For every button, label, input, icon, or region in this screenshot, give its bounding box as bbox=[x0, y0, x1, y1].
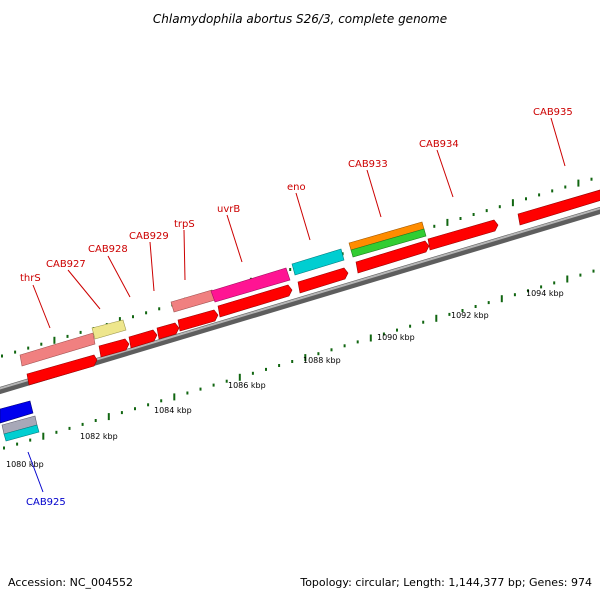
cds-arrow-eno[interactable] bbox=[297, 267, 349, 294]
scale-label-1082: 1082 kbp bbox=[80, 432, 118, 441]
feature-block-green[interactable] bbox=[350, 228, 427, 258]
gene-label-thrs[interactable]: thrS bbox=[20, 273, 41, 284]
cds-arrow-cab927[interactable] bbox=[98, 338, 130, 358]
gene-label-eno[interactable]: eno bbox=[287, 182, 306, 193]
feature-block-cyan-small[interactable] bbox=[3, 424, 40, 442]
cds-arrow-cab929[interactable] bbox=[156, 322, 180, 340]
feature-block-cyan-eno[interactable] bbox=[291, 248, 345, 276]
gene-label-uvrb[interactable]: uvrB bbox=[217, 204, 240, 215]
scale-label-1080: 1080 kbp bbox=[6, 460, 44, 469]
leader-line-cab928 bbox=[107, 255, 131, 298]
cds-arrow-cab933[interactable] bbox=[355, 240, 430, 274]
leader-line-eno bbox=[295, 192, 311, 241]
feature-block-khaki[interactable] bbox=[91, 319, 127, 340]
cds-arrow-cab928[interactable] bbox=[128, 329, 158, 349]
scale-label-1084: 1084 kbp bbox=[154, 406, 192, 415]
leader-line-cab934 bbox=[436, 149, 454, 198]
gene-label-cab934[interactable]: CAB934 bbox=[419, 139, 459, 150]
feature-block-blue[interactable] bbox=[0, 400, 34, 424]
gene-labels: thrS CAB927 CAB928 CAB929 trpS uvrB eno … bbox=[20, 107, 573, 508]
cds-arrow-thrs[interactable] bbox=[26, 354, 98, 386]
gene-label-cab935[interactable]: CAB935 bbox=[533, 107, 573, 118]
gene-label-cab925[interactable]: CAB925 bbox=[26, 497, 66, 508]
feature-block-pink-thrs[interactable] bbox=[19, 332, 96, 367]
accession-text: Accession: NC_004552 bbox=[8, 576, 133, 589]
scale-label-1092: 1092 kbp bbox=[451, 311, 489, 320]
feature-block-pink-trps[interactable] bbox=[170, 289, 216, 313]
scale-label-1090: 1090 kbp bbox=[377, 333, 415, 342]
scale-labels: 1080 kbp 1082 kbp 1084 kbp 1086 kbp 1088… bbox=[6, 289, 564, 469]
scale-label-1088: 1088 kbp bbox=[303, 356, 341, 365]
scale-label-1086: 1086 kbp bbox=[228, 381, 266, 390]
leader-line-cab935 bbox=[550, 117, 566, 167]
leader-line-thrs bbox=[32, 284, 51, 329]
cds-arrow-trps[interactable] bbox=[177, 309, 219, 332]
leader-line-trps bbox=[183, 229, 186, 281]
gene-label-trps[interactable]: trpS bbox=[174, 219, 195, 230]
leader-line-cab933 bbox=[366, 169, 382, 218]
gene-label-cab927[interactable]: CAB927 bbox=[46, 259, 86, 270]
map-title: Chlamydophila abortus S26/3, complete ge… bbox=[153, 12, 447, 26]
gene-label-cab928[interactable]: CAB928 bbox=[88, 244, 128, 255]
cds-arrow-cab934[interactable] bbox=[427, 219, 499, 251]
scale-label-1094: 1094 kbp bbox=[526, 289, 564, 298]
feature-track bbox=[0, 189, 600, 442]
cds-arrow-uvrb[interactable] bbox=[217, 284, 293, 318]
gene-label-cab933[interactable]: CAB933 bbox=[348, 159, 388, 170]
cds-arrow-cab935[interactable] bbox=[517, 189, 600, 226]
genome-summary-text: Topology: circular; Length: 1,144,377 bp… bbox=[299, 576, 592, 589]
feature-block-magenta-uvrb[interactable] bbox=[210, 267, 291, 303]
gene-label-cab929[interactable]: CAB929 bbox=[129, 231, 169, 242]
leader-line-uvrb bbox=[226, 214, 243, 263]
leader-line-cab929 bbox=[149, 241, 155, 292]
leader-line-cab925 bbox=[27, 451, 44, 493]
lower-tick-track bbox=[3, 269, 595, 450]
leader-line-cab927 bbox=[67, 269, 101, 310]
